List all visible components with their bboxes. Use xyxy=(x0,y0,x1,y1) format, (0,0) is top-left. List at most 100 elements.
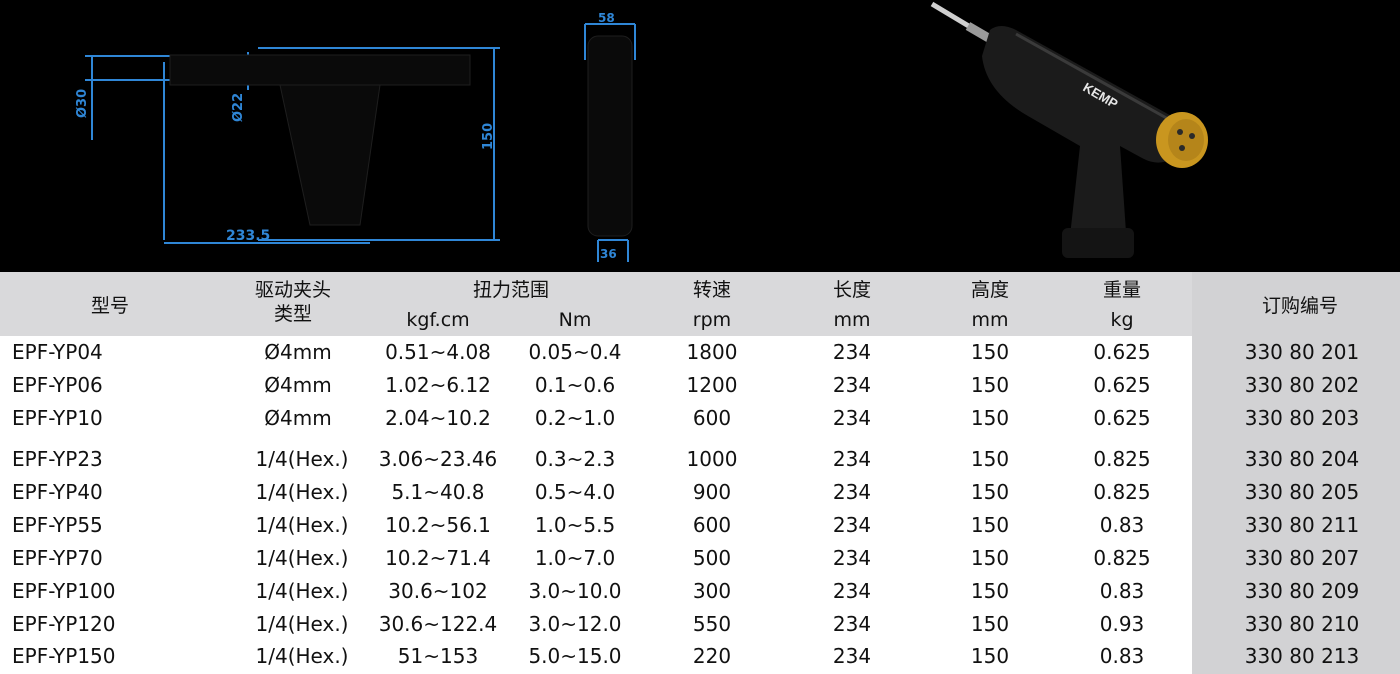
cell-length: 234 xyxy=(832,546,872,570)
cell-rpm: 1200 xyxy=(686,373,738,397)
cell-height: 150 xyxy=(970,579,1010,603)
cell-rpm: 1000 xyxy=(686,447,738,471)
cell-weight: 0.93 xyxy=(1099,612,1145,636)
cell-order: 330 80 204 xyxy=(1244,447,1360,471)
cell-rpm: 600 xyxy=(692,513,732,537)
header-weight: 重量 xyxy=(1102,279,1141,301)
table-header-band xyxy=(0,272,1192,336)
cell-weight: 0.625 xyxy=(1093,373,1151,397)
header-length: 长度 xyxy=(832,279,871,301)
cell-chuck: 1/4(Hex.) xyxy=(255,579,349,603)
cell-order: 330 80 201 xyxy=(1244,340,1360,364)
cell-chuck: 1/4(Hex.) xyxy=(255,644,349,668)
header-order: 订购编号 xyxy=(1261,295,1338,317)
dim-d2-label: Ø22 xyxy=(231,93,246,122)
cell-rpm: 300 xyxy=(692,579,732,603)
cell-chuck: 1/4(Hex.) xyxy=(255,546,349,570)
cell-kgf: 2.04~10.2 xyxy=(385,406,491,430)
cell-nm: 0.2~1.0 xyxy=(534,406,616,430)
cell-height: 150 xyxy=(970,644,1010,668)
dimension-drawing: Ø30 Ø22 150 233.5 58 36 xyxy=(75,11,636,262)
cell-length: 234 xyxy=(832,406,872,430)
cell-length: 234 xyxy=(832,340,872,364)
cell-chuck: Ø4mm xyxy=(264,373,332,397)
cell-weight: 0.625 xyxy=(1093,340,1151,364)
cell-kgf: 10.2~71.4 xyxy=(385,546,491,570)
cell-height: 150 xyxy=(970,373,1010,397)
cell-kgf: 30.6~122.4 xyxy=(378,612,498,636)
cell-model: EPF-YP55 xyxy=(12,513,103,537)
cell-kgf: 0.51~4.08 xyxy=(385,340,491,364)
header-chuck-line1: 驱动夹头 xyxy=(254,279,331,301)
dim-length-label: 233.5 xyxy=(226,228,270,244)
cell-length: 234 xyxy=(832,612,872,636)
cell-kgf: 30.6~102 xyxy=(388,579,488,603)
cell-height: 150 xyxy=(970,340,1010,364)
cell-weight: 0.83 xyxy=(1099,644,1145,668)
header-torque-kgf: kgf.cm xyxy=(406,309,470,331)
order-column-band xyxy=(1192,272,1400,674)
cell-nm: 1.0~7.0 xyxy=(534,546,616,570)
cell-chuck: Ø4mm xyxy=(264,340,332,364)
header-torque-nm: Nm xyxy=(558,309,592,331)
header-speed-unit: rpm xyxy=(692,309,732,331)
header-model: 型号 xyxy=(90,295,129,317)
cell-rpm: 550 xyxy=(692,612,732,636)
header-chuck-line2: 类型 xyxy=(273,303,312,325)
header-weight-unit: kg xyxy=(1110,309,1134,331)
cell-length: 234 xyxy=(832,447,872,471)
header-length-unit: mm xyxy=(833,309,871,331)
cell-nm: 0.5~4.0 xyxy=(534,480,616,504)
screwdriver-image: KEMP xyxy=(930,1,1208,258)
cell-order: 330 80 210 xyxy=(1244,612,1360,636)
cell-height: 150 xyxy=(970,406,1010,430)
dim-width-top-label: 58 xyxy=(598,11,615,25)
cell-length: 234 xyxy=(832,644,872,668)
cell-model: EPF-YP100 xyxy=(12,579,116,603)
cell-order: 330 80 202 xyxy=(1244,373,1360,397)
cell-model: EPF-YP06 xyxy=(12,373,103,397)
cell-kgf: 10.2~56.1 xyxy=(385,513,491,537)
top-illustration-band: Ø30 Ø22 150 233.5 58 36 KEMP xyxy=(0,0,1400,272)
cell-rpm: 220 xyxy=(692,644,732,668)
header-torque: 扭力范围 xyxy=(472,279,549,301)
cell-order: 330 80 211 xyxy=(1244,513,1360,537)
cell-height: 150 xyxy=(970,447,1010,471)
cell-model: EPF-YP23 xyxy=(12,447,103,471)
cell-nm: 5.0~15.0 xyxy=(528,644,622,668)
cell-weight: 0.83 xyxy=(1099,513,1145,537)
cell-chuck: 1/4(Hex.) xyxy=(255,447,349,471)
cell-order: 330 80 203 xyxy=(1244,406,1360,430)
cell-height: 150 xyxy=(970,546,1010,570)
cell-weight: 0.825 xyxy=(1093,480,1151,504)
header-height-unit: mm xyxy=(971,309,1009,331)
dim-width-bottom-label: 36 xyxy=(600,247,617,261)
cell-model: EPF-YP70 xyxy=(12,546,103,570)
cell-model: EPF-YP10 xyxy=(12,406,103,430)
dim-d1-label: Ø30 xyxy=(75,89,90,118)
cell-model: EPF-YP120 xyxy=(12,612,116,636)
cell-kgf: 51~153 xyxy=(397,644,479,668)
cell-chuck: 1/4(Hex.) xyxy=(255,612,349,636)
cell-nm: 3.0~12.0 xyxy=(528,612,622,636)
cell-nm: 0.05~0.4 xyxy=(528,340,622,364)
cell-length: 234 xyxy=(832,373,872,397)
cell-order: 330 80 213 xyxy=(1244,644,1360,668)
cell-order: 330 80 209 xyxy=(1244,579,1360,603)
cell-chuck: 1/4(Hex.) xyxy=(255,513,349,537)
cell-weight: 0.625 xyxy=(1093,406,1151,430)
cell-rpm: 1800 xyxy=(686,340,738,364)
cell-height: 150 xyxy=(970,612,1010,636)
cell-rpm: 600 xyxy=(692,406,732,430)
cell-rpm: 500 xyxy=(692,546,732,570)
cell-order: 330 80 207 xyxy=(1244,546,1360,570)
spec-table: 型号 驱动夹头 类型 扭力范围 kgf.cm Nm 转速 rpm 长度 mm 高… xyxy=(0,272,1400,674)
cell-kgf: 1.02~6.12 xyxy=(385,373,491,397)
cell-length: 234 xyxy=(832,579,872,603)
cell-length: 234 xyxy=(832,513,872,537)
cell-weight: 0.825 xyxy=(1093,546,1151,570)
cell-model: EPF-YP40 xyxy=(12,480,103,504)
dim-height-label: 150 xyxy=(481,123,496,150)
cell-nm: 0.1~0.6 xyxy=(534,373,616,397)
cell-model: EPF-YP04 xyxy=(12,340,103,364)
